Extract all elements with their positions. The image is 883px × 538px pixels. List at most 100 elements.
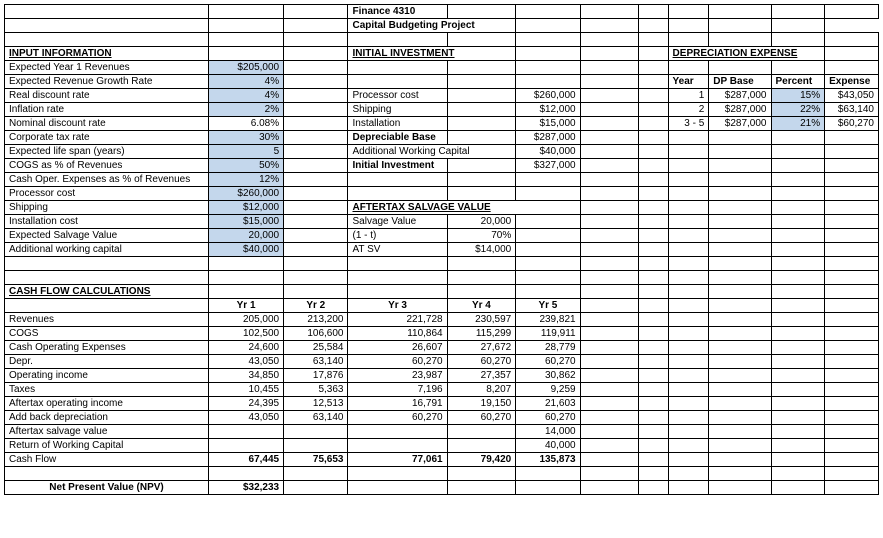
depr-pct[interactable]: 22% — [771, 103, 825, 117]
cf-val: 5,363 — [284, 383, 348, 397]
cf-val: 63,140 — [284, 355, 348, 369]
salvage-value: $14,000 — [447, 243, 516, 257]
depr-pct[interactable]: 21% — [771, 117, 825, 131]
cf-val: 60,270 — [348, 411, 447, 425]
initial-label: Installation — [348, 117, 447, 131]
input-value[interactable]: $40,000 — [209, 243, 284, 257]
depr-head-pct: Percent — [771, 75, 825, 89]
cf-head: Yr 5 — [516, 299, 580, 313]
cf-val: 106,600 — [284, 327, 348, 341]
section-depr: DEPRECIATION EXPENSE — [668, 47, 825, 61]
cf-val — [284, 439, 348, 453]
input-label: COGS as % of Revenues — [5, 159, 209, 173]
cf-val: 10,455 — [209, 383, 284, 397]
cf-label: COGS — [5, 327, 209, 341]
cf-val — [447, 425, 516, 439]
input-value[interactable]: 30% — [209, 131, 284, 145]
cf-val: 239,821 — [516, 313, 580, 327]
initial-value: $327,000 — [516, 159, 580, 173]
cf-val: 60,270 — [447, 355, 516, 369]
initial-label: Depreciable Base — [348, 131, 447, 145]
initial-label: Additional Working Capital — [348, 145, 516, 159]
input-value[interactable]: 5 — [209, 145, 284, 159]
cf-val: 102,500 — [209, 327, 284, 341]
depr-pct[interactable]: 15% — [771, 89, 825, 103]
input-label: Inflation rate — [5, 103, 209, 117]
cf-val — [447, 439, 516, 453]
input-value[interactable]: 12% — [209, 173, 284, 187]
cf-val: 205,000 — [209, 313, 284, 327]
input-label: Cash Oper. Expenses as % of Revenues — [5, 173, 209, 187]
depr-year: 3 - 5 — [668, 117, 709, 131]
cf-val: 21,603 — [516, 397, 580, 411]
cf-label: Taxes — [5, 383, 209, 397]
input-label: Real discount rate — [5, 89, 209, 103]
input-label: Processor cost — [5, 187, 209, 201]
depr-head-base: DP Base — [709, 75, 771, 89]
salvage-label: (1 - t) — [348, 229, 447, 243]
initial-label: Initial Investment — [348, 159, 447, 173]
depr-head-exp: Expense — [825, 75, 879, 89]
input-value[interactable]: 20,000 — [209, 229, 284, 243]
depr-base: $287,000 — [709, 117, 771, 131]
cf-val: 60,270 — [447, 411, 516, 425]
cf-val — [209, 439, 284, 453]
cf-val: 230,597 — [447, 313, 516, 327]
input-value[interactable]: 50% — [209, 159, 284, 173]
cf-val: 115,299 — [447, 327, 516, 341]
cf-val — [348, 425, 447, 439]
cf-val: 67,445 — [209, 453, 284, 467]
input-value[interactable]: $15,000 — [209, 215, 284, 229]
initial-label: Processor cost — [348, 89, 447, 103]
input-label: Expected Salvage Value — [5, 229, 209, 243]
cf-val: 110,864 — [348, 327, 447, 341]
cf-val: 23,987 — [348, 369, 447, 383]
cf-label: Operating income — [5, 369, 209, 383]
input-label: Expected Revenue Growth Rate — [5, 75, 209, 89]
npv-label: Net Present Value (NPV) — [5, 481, 209, 495]
cf-val: 30,862 — [516, 369, 580, 383]
cf-val — [348, 439, 447, 453]
cf-val: 75,653 — [284, 453, 348, 467]
cf-val: 9,259 — [516, 383, 580, 397]
cf-val: 221,728 — [348, 313, 447, 327]
npv-value: $32,233 — [209, 481, 284, 495]
cf-val: 135,873 — [516, 453, 580, 467]
input-value[interactable]: 4% — [209, 89, 284, 103]
cf-val: 19,150 — [447, 397, 516, 411]
salvage-label: AT SV — [348, 243, 447, 257]
input-value[interactable]: 4% — [209, 75, 284, 89]
cf-val: 77,061 — [348, 453, 447, 467]
cf-label: Return of Working Capital — [5, 439, 209, 453]
cf-val: 14,000 — [516, 425, 580, 439]
cf-val — [209, 425, 284, 439]
input-label: Installation cost — [5, 215, 209, 229]
cf-val: 79,420 — [447, 453, 516, 467]
cf-label: Add back depreciation — [5, 411, 209, 425]
section-cashflow: CASH FLOW CALCULATIONS — [5, 285, 209, 299]
project-title: Capital Budgeting Project — [348, 19, 516, 33]
depr-year: 2 — [668, 103, 709, 117]
cf-val: 7,196 — [348, 383, 447, 397]
initial-value: $287,000 — [516, 131, 580, 145]
input-label: Nominal discount rate — [5, 117, 209, 131]
input-value[interactable]: $205,000 — [209, 61, 284, 75]
initial-value: $15,000 — [516, 117, 580, 131]
salvage-value: 20,000 — [447, 215, 516, 229]
cf-label: Aftertax operating income — [5, 397, 209, 411]
depr-base: $287,000 — [709, 89, 771, 103]
cf-head: Yr 3 — [348, 299, 447, 313]
input-label: Additional working capital — [5, 243, 209, 257]
cf-val: 12,513 — [284, 397, 348, 411]
input-value[interactable]: $12,000 — [209, 201, 284, 215]
cf-val: 17,876 — [284, 369, 348, 383]
cf-head: Yr 4 — [447, 299, 516, 313]
cf-val: 213,200 — [284, 313, 348, 327]
section-initial: INITIAL INVESTMENT — [348, 47, 516, 61]
salvage-value: 70% — [447, 229, 516, 243]
input-value[interactable]: 2% — [209, 103, 284, 117]
cf-val: 34,850 — [209, 369, 284, 383]
input-label: Expected life span (years) — [5, 145, 209, 159]
input-value[interactable]: $260,000 — [209, 187, 284, 201]
course-code: Finance 4310 — [348, 5, 447, 19]
